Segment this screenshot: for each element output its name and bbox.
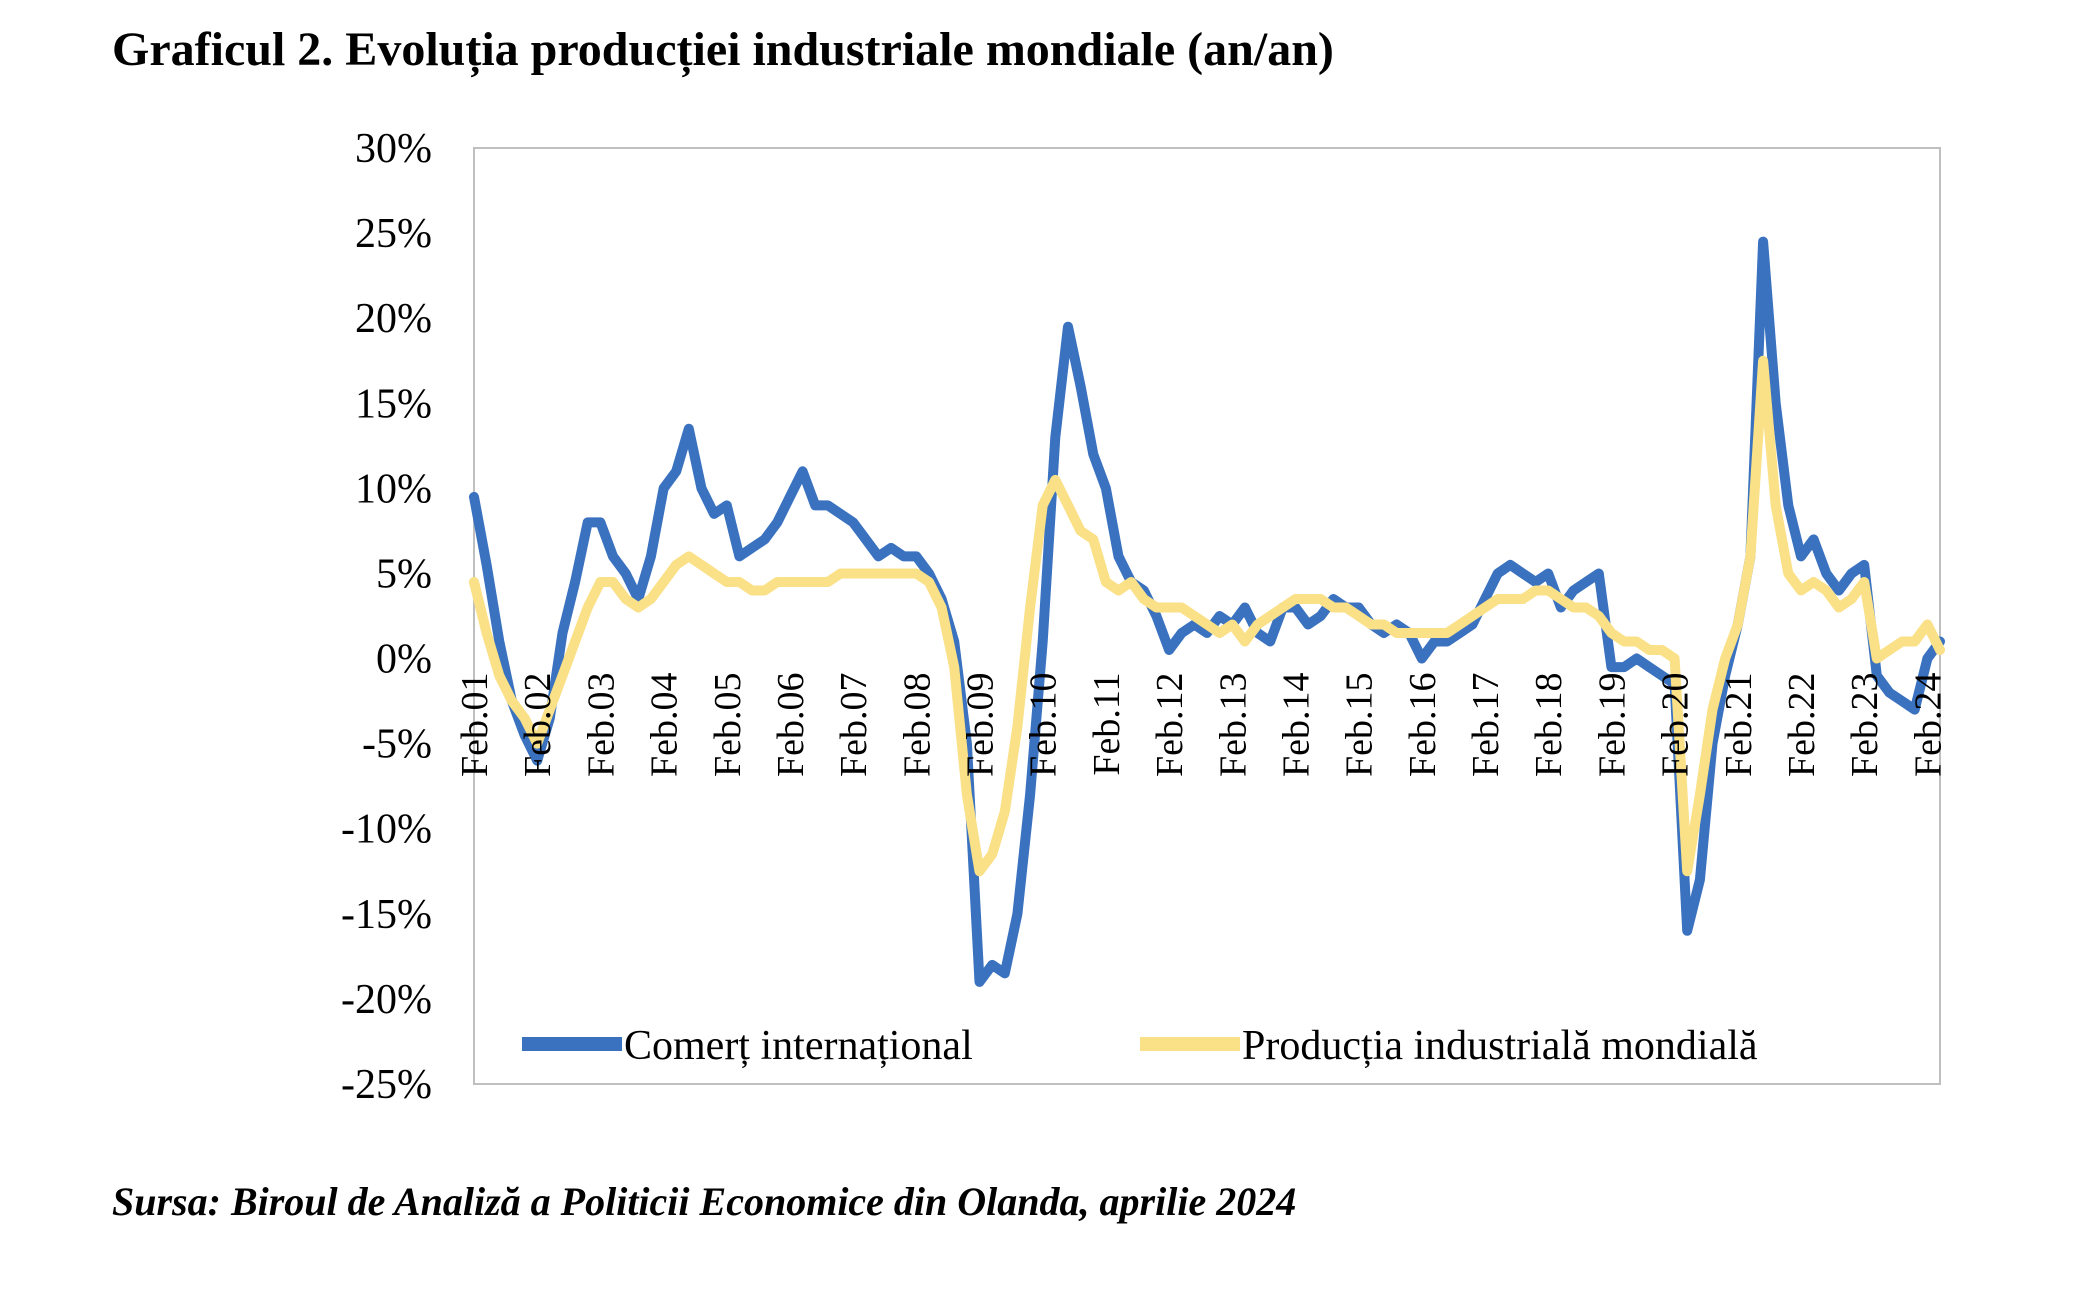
series-line-productia bbox=[469, 355, 1945, 877]
x-tick-label: Feb.07 bbox=[833, 673, 875, 778]
x-tick-label: Feb.06 bbox=[770, 673, 812, 778]
y-tick-label: -10% bbox=[341, 807, 432, 853]
x-tick-label: Feb.01 bbox=[454, 673, 496, 778]
series-layer bbox=[469, 236, 1945, 987]
legend-label-productia: Producția industrială mondială bbox=[1242, 1023, 1758, 1069]
y-tick-label: 30% bbox=[355, 126, 432, 172]
y-tick-label: -15% bbox=[341, 892, 432, 938]
y-tick-label: 5% bbox=[376, 551, 432, 597]
x-tick-label: Feb.24 bbox=[1907, 673, 1949, 778]
page-title: Graficul 2. Evoluția producției industri… bbox=[112, 23, 1334, 76]
y-axis-ticks: 30% 25% 20% 15% 10% 5% 0% -5% -10% -15% -20% -25% bbox=[341, 126, 432, 1108]
x-tick-label: Feb.18 bbox=[1528, 673, 1570, 778]
x-tick-label: Feb.23 bbox=[1844, 673, 1886, 778]
y-tick-label: 15% bbox=[355, 381, 432, 427]
x-tick-label: Feb.05 bbox=[707, 673, 749, 778]
x-tick-label: Feb.11 bbox=[1086, 673, 1128, 776]
x-tick-label: Feb.10 bbox=[1023, 673, 1065, 778]
x-tick-label: Feb.13 bbox=[1212, 673, 1254, 778]
x-tick-label: Feb.02 bbox=[517, 673, 559, 778]
y-tick-label: -20% bbox=[341, 977, 432, 1023]
x-tick-label: Feb.12 bbox=[1149, 673, 1191, 778]
plot-frame bbox=[473, 147, 1941, 1085]
y-tick-label: 0% bbox=[376, 637, 432, 683]
x-tick-label: Feb.19 bbox=[1591, 673, 1633, 778]
x-tick-label: Feb.04 bbox=[644, 673, 686, 778]
x-tick-label: Feb.17 bbox=[1465, 673, 1507, 778]
x-tick-label: Feb.08 bbox=[896, 673, 938, 778]
source-note: Sursa: Biroul de Analiză a Politicii Eco… bbox=[112, 1179, 1297, 1224]
x-tick-label: Feb.16 bbox=[1402, 673, 1444, 778]
y-tick-label: 10% bbox=[355, 466, 432, 512]
y-tick-label: -5% bbox=[362, 722, 432, 768]
x-tick-label: Feb.20 bbox=[1655, 673, 1697, 778]
series-line-comert bbox=[469, 236, 1945, 987]
x-tick-label: Feb.03 bbox=[580, 673, 622, 778]
x-tick-label: Feb.22 bbox=[1781, 673, 1823, 778]
y-tick-label: 20% bbox=[355, 296, 432, 342]
y-tick-label: 25% bbox=[355, 211, 432, 257]
legend: Comerț internațional Producția industria… bbox=[522, 1023, 1758, 1069]
x-tick-label: Feb.15 bbox=[1339, 673, 1381, 778]
x-tick-label: Feb.14 bbox=[1276, 673, 1318, 778]
x-tick-label: Feb.09 bbox=[960, 673, 1002, 778]
x-tick-label: Feb.21 bbox=[1718, 673, 1760, 778]
y-tick-label: -25% bbox=[341, 1062, 432, 1108]
legend-label-comert: Comerț internațional bbox=[624, 1023, 973, 1069]
x-axis-ticks: Feb.01 Feb.02 Feb.03 Feb.04 Feb.05 Feb.06 Feb.… bbox=[454, 673, 1949, 778]
